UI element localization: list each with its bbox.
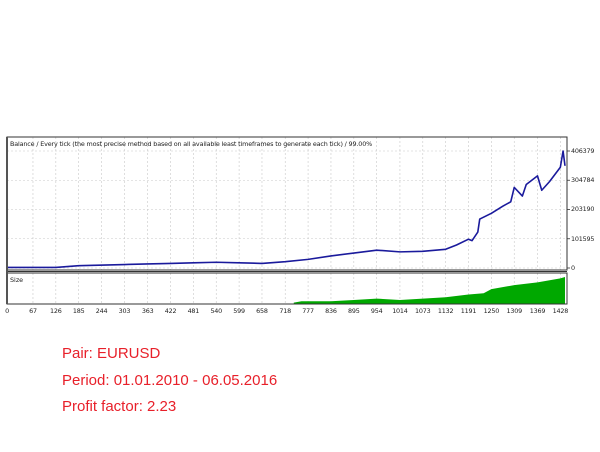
x-tick-label: 363 <box>141 307 154 315</box>
size-panel-label: Size <box>10 276 24 284</box>
y-tick-label: 406379 <box>571 147 595 155</box>
x-tick-label: 540 <box>210 307 223 315</box>
period-label: Period: 01.01.2010 - 06.05.2016 <box>62 372 278 389</box>
profit-factor-label: Profit factor: 2.23 <box>62 398 177 415</box>
x-tick-label: 185 <box>72 307 85 315</box>
balance-line <box>7 150 566 269</box>
x-tick-label: 126 <box>50 307 62 315</box>
balance-panel-frame <box>6 136 568 271</box>
x-tick-label: 599 <box>233 307 245 315</box>
x-tick-label: 1250 <box>483 307 500 315</box>
x-tick-label: 895 <box>348 307 360 315</box>
x-tick-label: 244 <box>95 307 108 315</box>
y-tick-label: 0 <box>571 264 575 272</box>
size-area <box>293 277 565 304</box>
x-tick-label: 1309 <box>506 307 523 315</box>
chart-title: Balance / Every tick (the most precise m… <box>10 140 373 148</box>
x-tick-label: 1073 <box>415 307 431 315</box>
x-tick-label: 0 <box>5 307 9 315</box>
x-tick-label: 1428 <box>552 307 569 315</box>
chart-canvas <box>6 136 570 305</box>
x-tick-label: 1132 <box>437 307 454 315</box>
x-tick-label: 836 <box>325 307 337 315</box>
x-tick-label: 777 <box>302 307 314 315</box>
x-tick-label: 1191 <box>460 307 477 315</box>
y-tick-label: 101595 <box>571 234 595 243</box>
pair-label: Pair: EURUSD <box>62 345 161 362</box>
x-tick-label: 481 <box>187 307 200 315</box>
x-tick-label: 67 <box>29 307 37 315</box>
y-tick-label: 304784 <box>571 176 595 185</box>
x-tick-label: 1014 <box>392 307 408 315</box>
x-tick-label: 1369 <box>529 307 546 315</box>
x-tick-label: 303 <box>118 307 131 315</box>
x-tick-label: 954 <box>370 307 383 315</box>
y-tick-label: 203190 <box>571 205 595 214</box>
balance-chart: Balance / Every tick (the most precise m… <box>5 136 595 315</box>
x-tick-label: 718 <box>279 307 292 315</box>
x-tick-label: 658 <box>256 307 268 315</box>
x-tick-label: 422 <box>164 307 177 315</box>
